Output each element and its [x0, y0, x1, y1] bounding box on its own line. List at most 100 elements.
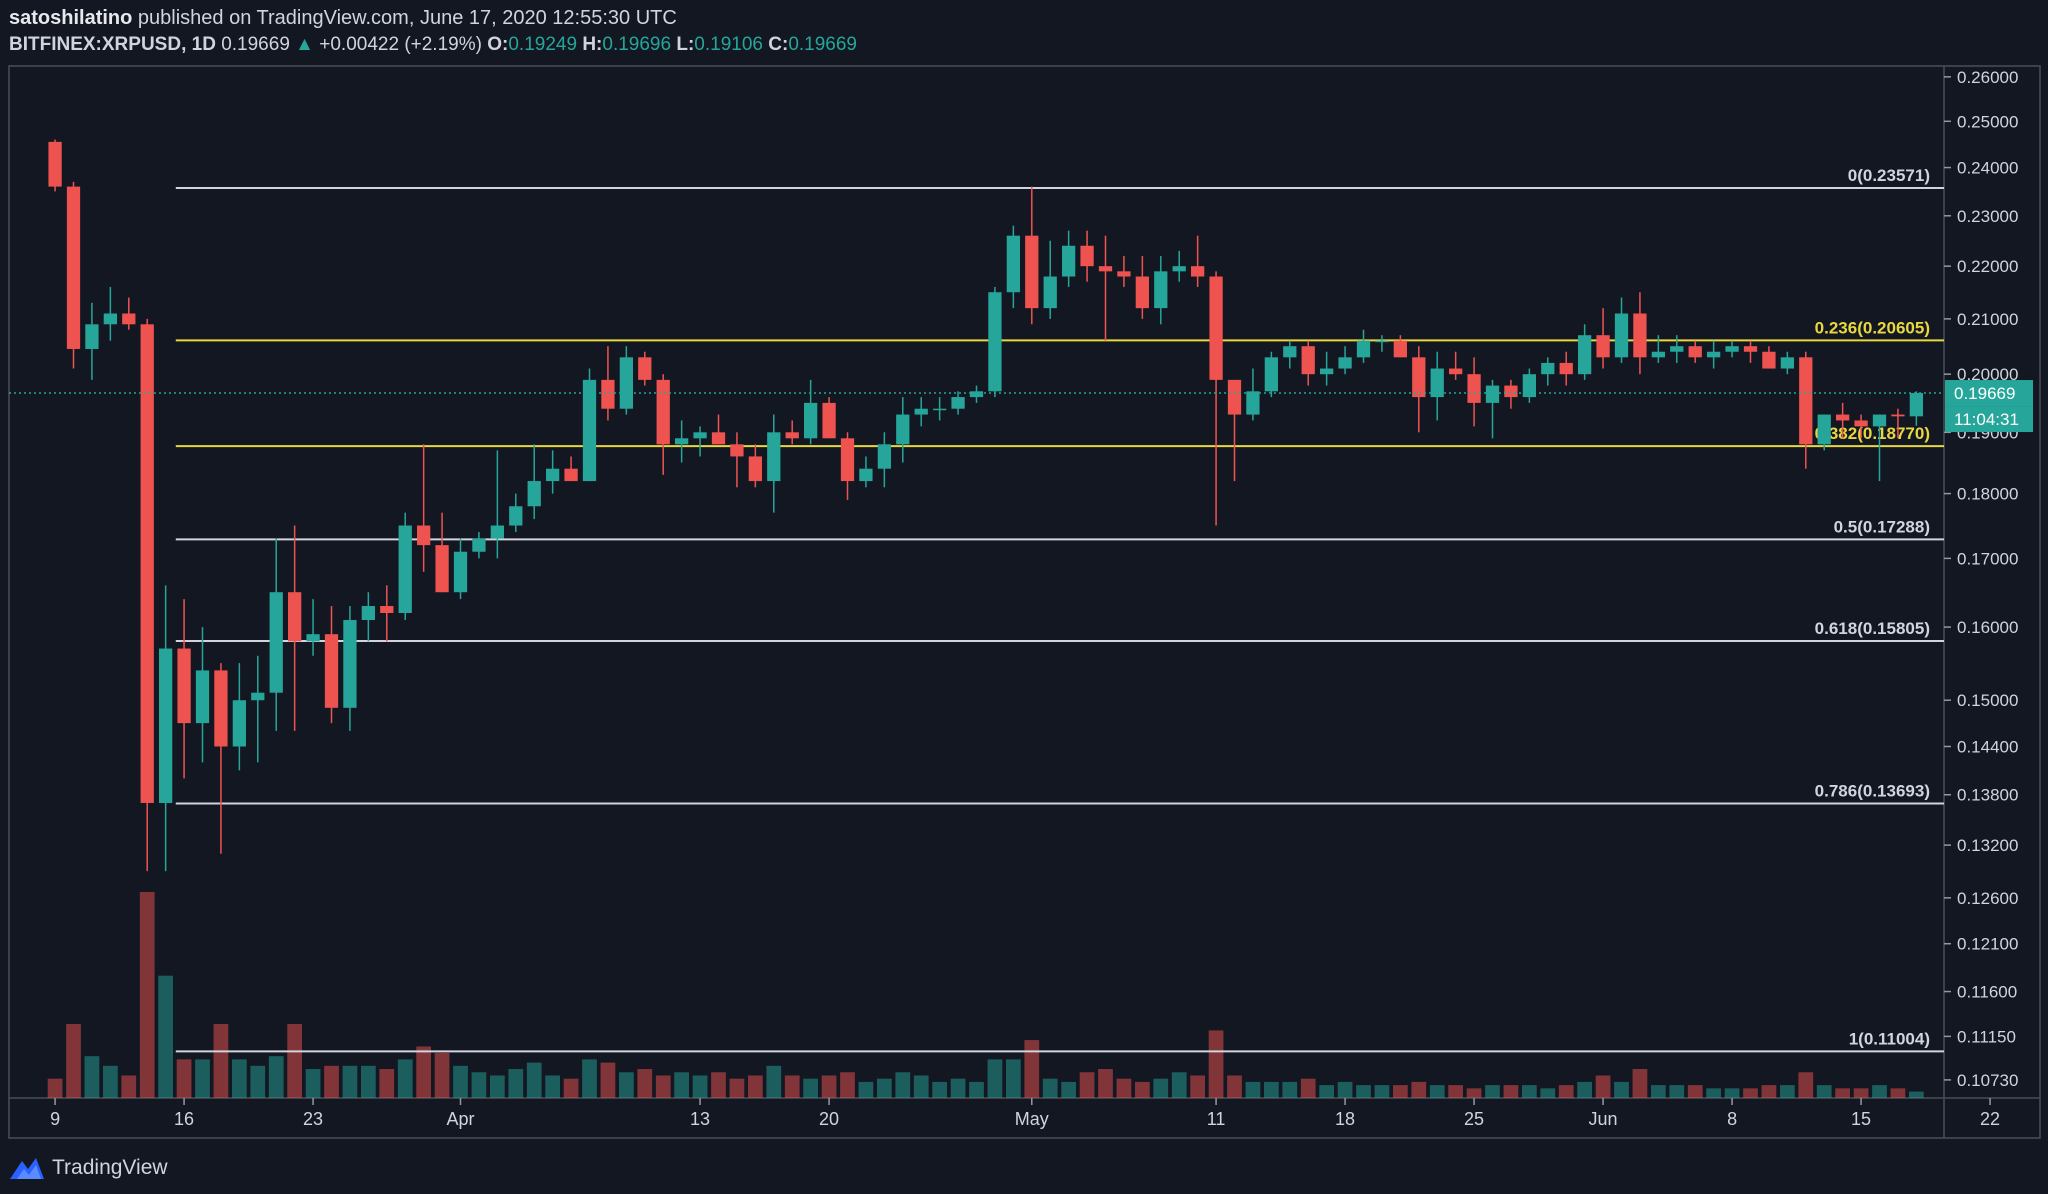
y-axis-tick-label: 0.10730	[1957, 1071, 2018, 1090]
candle-body	[232, 700, 246, 747]
fib-level-label: 1(0.11004)	[1849, 1029, 1930, 1048]
price-label-box	[1945, 380, 2033, 407]
volume-bar	[526, 1062, 542, 1098]
volume-bar	[840, 1072, 855, 1098]
volume-bar	[729, 1078, 745, 1098]
candle-body	[1725, 346, 1739, 352]
candle-body	[1559, 362, 1573, 375]
volume-bar	[121, 1075, 137, 1098]
x-axis-tick-label: 25	[1464, 1109, 1484, 1129]
candle-body	[619, 357, 633, 409]
volume-bar	[747, 1075, 763, 1098]
volume-bar	[1798, 1072, 1814, 1098]
x-axis-tick-label: 15	[1851, 1109, 1871, 1129]
volume-bar	[1540, 1088, 1556, 1098]
candle-body	[564, 468, 578, 482]
candle-body	[306, 634, 320, 642]
candle-body	[1283, 346, 1297, 358]
candle-body	[822, 402, 836, 439]
symbol-label[interactable]: BITFINEX:XRPUSD, 1D	[9, 34, 216, 55]
tradingview-logo-icon	[10, 1158, 44, 1179]
volume-bar	[1816, 1085, 1832, 1098]
candle-body	[288, 592, 302, 642]
candle-body	[1006, 235, 1020, 293]
volume-bar	[1042, 1078, 1058, 1098]
up-arrow-icon: ▲	[295, 34, 314, 55]
candle-body	[1154, 271, 1168, 309]
y-axis-tick-label: 0.13800	[1957, 786, 2018, 805]
volume-bar	[1669, 1085, 1685, 1098]
volume-bar	[1761, 1085, 1777, 1098]
x-axis-tick-label: 20	[819, 1109, 839, 1129]
volume-bar	[913, 1075, 929, 1098]
candle-body	[1412, 357, 1426, 398]
y-axis-tick-label: 0.25000	[1957, 112, 2018, 131]
candle-body	[675, 438, 689, 445]
x-axis-tick-label: 9	[50, 1109, 60, 1129]
candle-body	[214, 670, 228, 747]
volume-bar	[1706, 1088, 1722, 1098]
volume-bar	[1171, 1072, 1187, 1098]
author-name[interactable]: satoshilatino	[9, 7, 133, 29]
candle-body	[380, 606, 394, 614]
volume-bar	[1614, 1081, 1629, 1098]
volume-bar	[1227, 1075, 1242, 1098]
x-axis-tick-label: 16	[174, 1109, 194, 1129]
countdown-label-box	[1945, 406, 2033, 433]
volume-bar	[876, 1078, 892, 1098]
ohlc-legend: BITFINEX:XRPUSD, 1D 0.19669 ▲ +0.00422 (…	[9, 32, 1409, 58]
volume-bar	[416, 1046, 432, 1098]
volume-bar	[563, 1078, 579, 1098]
volume-bar	[1835, 1088, 1851, 1098]
low-label: L:	[676, 34, 695, 55]
brand-name: TradingView	[52, 1156, 168, 1179]
candle-body	[527, 481, 541, 507]
volume-bar	[1577, 1081, 1593, 1098]
candle-body	[1780, 357, 1794, 369]
candle-body	[1098, 266, 1113, 272]
y-axis-tick-label: 0.11600	[1957, 983, 2017, 1002]
fib-level-label: 0.236(0.20605)	[1815, 318, 1930, 337]
volume-bar	[895, 1072, 911, 1098]
volume-bar	[969, 1081, 984, 1098]
volume-bar	[1890, 1088, 1906, 1098]
fib-level-label: 0(0.23571)	[1848, 166, 1930, 185]
candle-body	[1356, 340, 1371, 358]
high-value: 0.19696	[602, 34, 672, 55]
volume-bar	[360, 1065, 376, 1098]
x-axis-tick-label: Jun	[1589, 1109, 1618, 1129]
volume-bar	[784, 1075, 800, 1098]
candle-body	[1043, 276, 1057, 309]
open-value: 0.19249	[508, 34, 578, 55]
volume-bar	[397, 1059, 413, 1098]
volume-bar	[1448, 1085, 1464, 1098]
y-axis-tick-label: 0.12600	[1957, 889, 2018, 908]
x-axis-tick-label: 11	[1207, 1109, 1226, 1129]
volume-bar	[1079, 1072, 1095, 1098]
candle-body	[859, 468, 873, 482]
candle-body	[1799, 357, 1813, 445]
fib-level-label: 0.382(0.18770)	[1815, 424, 1930, 443]
candle-body	[767, 432, 781, 482]
y-axis-tick-label: 0.13200	[1957, 836, 2018, 855]
x-axis-tick-label: 18	[1335, 1109, 1355, 1129]
candle-body	[1541, 362, 1555, 375]
volume-bar	[1024, 1040, 1040, 1098]
candle-body	[1891, 414, 1905, 417]
volume-bar	[987, 1059, 1003, 1098]
volume-bar	[1356, 1085, 1371, 1098]
candle-body	[1449, 368, 1463, 375]
volume-bar	[1521, 1085, 1537, 1098]
close-label: C:	[768, 34, 789, 55]
y-axis-tick-label: 0.17000	[1957, 549, 2018, 568]
candle-body	[1762, 351, 1776, 369]
x-axis-tick-label: 13	[690, 1109, 710, 1129]
candle-body	[988, 292, 1002, 392]
candle-body	[1485, 385, 1500, 403]
candle-body	[1375, 340, 1389, 343]
y-axis-tick-label: 0.16000	[1957, 618, 2018, 637]
tradingview-brand[interactable]: TradingView	[8, 1151, 168, 1185]
volume-bar	[766, 1065, 782, 1098]
y-axis-tick-label: 0.26000	[1957, 68, 2018, 87]
